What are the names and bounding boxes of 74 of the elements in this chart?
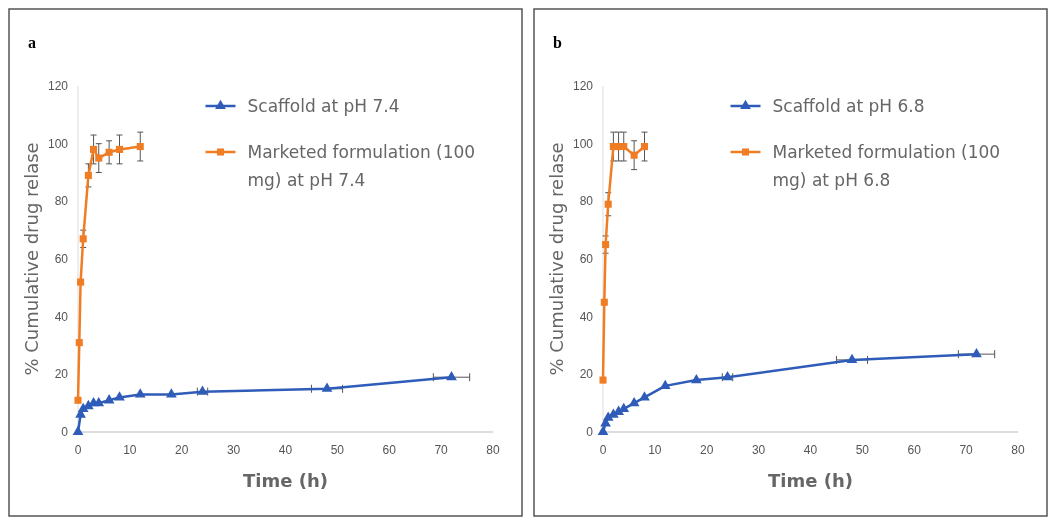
x-axis-title: Time (h) [768,470,853,491]
point [75,339,83,347]
y-tick-label: 40 [54,309,69,324]
chart-title: b [553,34,562,51]
x-tick-label: 50 [330,443,345,457]
point [602,241,610,249]
point [628,396,640,407]
point [971,347,982,358]
point [134,388,146,398]
point [72,425,84,436]
x-tick-label: 30 [226,443,241,457]
point [115,145,124,153]
point [659,379,671,389]
legend-label: Marketed formulation (100 mg) at pH 6.8 [772,142,1001,190]
point [84,171,92,179]
x-tick-label: 0 [74,443,82,457]
x-tick-label: 60 [382,443,397,457]
x-tick-label: 80 [486,443,500,457]
x-tick-label: 20 [700,443,714,457]
point [166,388,177,398]
y-tick-label: 120 [572,79,594,93]
point [630,151,638,159]
point [620,143,628,151]
point [90,145,98,153]
point [93,396,105,407]
point [103,394,115,404]
x-tick-label: 40 [278,443,293,457]
y-tick-label: 40 [579,309,594,324]
y-axis-title: % Cumulative drug relase [21,142,42,376]
point [95,154,103,162]
y-tick-label: 100 [47,136,69,151]
y-tick-label: 60 [579,252,594,266]
point [105,148,113,156]
y-axis-title: % Cumulative drug relase [546,142,567,376]
point [446,371,457,381]
y-tick-label: 60 [54,252,69,266]
x-tick-label: 40 [803,443,818,457]
x-tick-label: 60 [907,443,922,457]
point [77,278,85,286]
y-tick-label: 20 [579,367,594,382]
legend-label: Scaffold at pH 6.8 [772,96,925,116]
x-axis-title: Time (h) [243,470,328,491]
point [597,425,609,436]
y-tick-label: 20 [54,367,69,382]
chart-title: a [28,34,36,51]
x-tick-label: 10 [648,443,662,457]
x-tick-label: 50 [855,443,870,457]
x-tick-label: 30 [751,443,766,457]
point [604,200,612,208]
point [639,391,650,401]
y-tick-label: 80 [579,194,594,209]
y-tick-label: 0 [586,425,594,439]
point [846,353,858,364]
legend-label: Marketed formulation (100 mg) at pH 7.4 [247,142,476,190]
legend-label: Scaffold at pH 7.4 [247,96,400,116]
y-tick-label: 120 [47,79,69,93]
x-tick-label: 0 [599,443,607,457]
y-tick-label: 0 [61,425,69,439]
point [691,373,702,384]
point [79,235,87,243]
x-tick-label: 10 [123,443,137,457]
x-tick-label: 80 [1011,443,1025,457]
point [640,143,649,151]
x-tick-label: 20 [175,443,189,457]
point [136,143,144,151]
x-tick-label: 70 [434,443,449,457]
point [114,391,125,401]
point [74,396,82,404]
point [321,382,333,392]
y-tick-label: 100 [572,136,594,151]
point [599,376,607,384]
x-tick-label: 70 [959,443,974,457]
point [600,298,608,306]
y-tick-label: 80 [54,194,69,209]
